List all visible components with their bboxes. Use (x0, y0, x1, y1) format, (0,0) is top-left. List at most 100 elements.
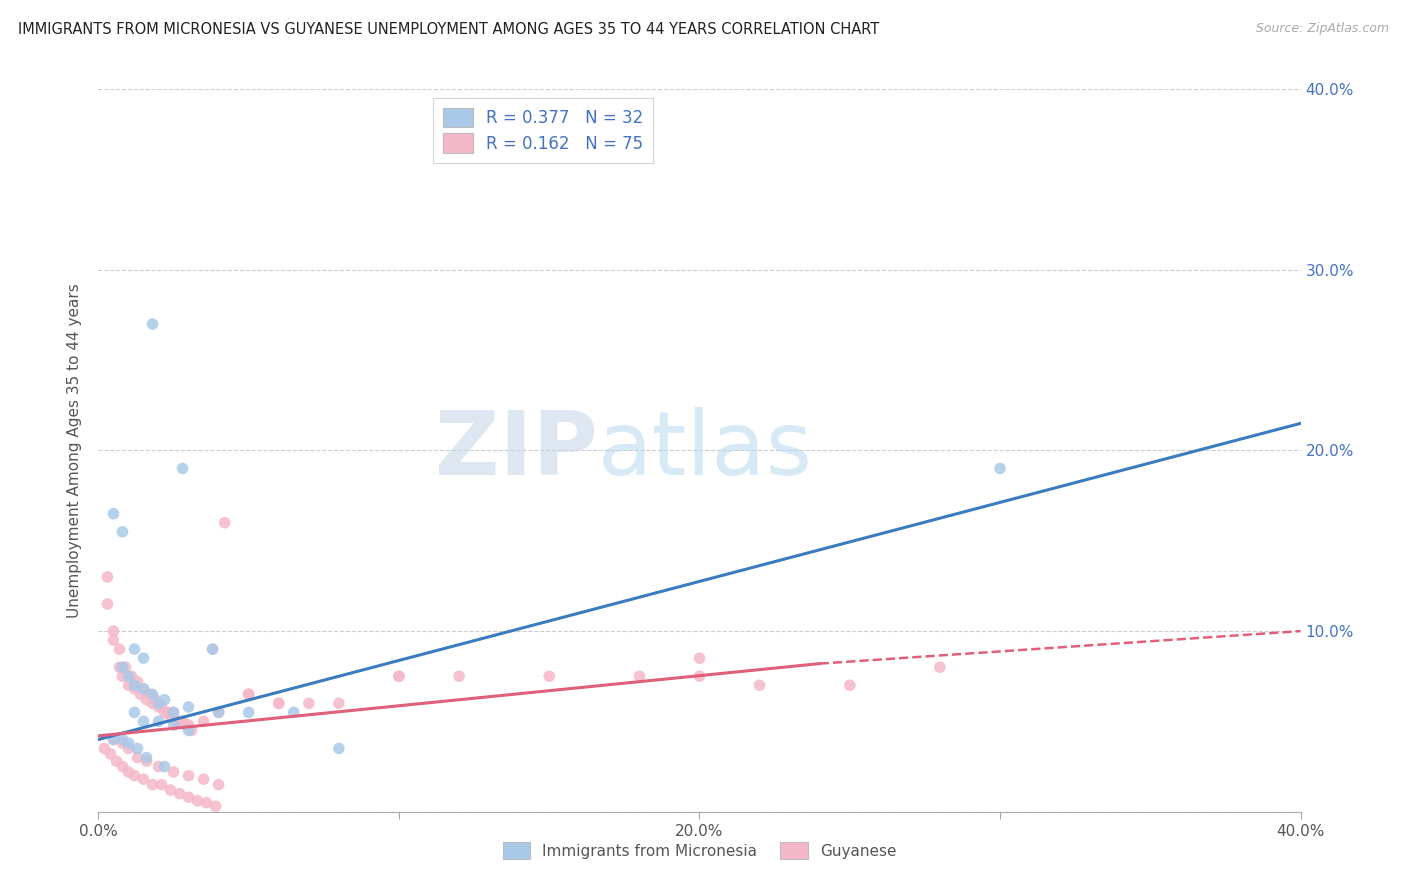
Point (150, 700, 173, 714)
Text: IMMIGRANTS FROM MICRONESIA VS GUYANESE UNEMPLOYMENT AMONG AGES 35 TO 44 YEARS CO: IMMIGRANTS FROM MICRONESIA VS GUYANESE U… (18, 22, 880, 37)
Point (208, 706, 231, 720)
Point (148, 696, 170, 710)
Point (238, 687, 260, 701)
Point (538, 669, 561, 683)
Point (111, 736, 134, 750)
Point (141, 778, 163, 792)
Point (103, 732, 125, 747)
Point (117, 741, 139, 756)
Point (238, 706, 260, 720)
Point (201, 642, 224, 657)
Point (132, 714, 155, 729)
Point (267, 696, 290, 710)
Point (117, 764, 139, 779)
Point (187, 794, 209, 808)
Point (117, 678, 139, 692)
Point (145, 692, 167, 706)
Point (96, 597, 118, 611)
Point (108, 660, 131, 674)
Point (148, 759, 170, 773)
Point (177, 768, 200, 783)
Point (103, 507, 125, 521)
Point (127, 741, 149, 756)
Point (93, 741, 115, 756)
Point (838, 678, 860, 692)
Point (177, 723, 200, 738)
Point (150, 778, 173, 792)
Point (114, 660, 136, 674)
Point (111, 669, 134, 683)
Point (204, 799, 226, 814)
Point (388, 669, 411, 683)
Point (180, 723, 202, 738)
Point (193, 714, 215, 729)
Point (127, 674, 149, 689)
Point (153, 706, 176, 720)
Point (135, 692, 157, 706)
Point (689, 651, 711, 665)
Point (328, 696, 350, 710)
Point (174, 718, 197, 732)
Point (169, 787, 191, 801)
Legend: Immigrants from Micronesia, Guyanese: Immigrants from Micronesia, Guyanese (496, 836, 903, 865)
Point (111, 759, 134, 773)
Point (162, 706, 184, 720)
Point (153, 692, 176, 706)
Point (127, 750, 149, 764)
Point (132, 681, 155, 696)
Text: atlas: atlas (598, 407, 813, 494)
Point (124, 642, 146, 657)
Point (148, 714, 170, 729)
Point (201, 642, 224, 657)
Point (156, 706, 179, 720)
Point (298, 696, 321, 710)
Point (208, 706, 231, 720)
Point (111, 732, 134, 747)
Point (162, 764, 184, 779)
Point (214, 516, 236, 530)
Point (929, 660, 952, 674)
Point (141, 696, 163, 710)
Point (193, 772, 215, 787)
Point (103, 624, 125, 639)
Point (124, 706, 146, 720)
Point (267, 696, 290, 710)
Point (108, 642, 131, 657)
Point (388, 669, 411, 683)
Point (141, 317, 163, 331)
Point (208, 778, 231, 792)
Point (132, 681, 155, 696)
Point (283, 706, 305, 720)
Point (159, 711, 181, 725)
Point (148, 700, 170, 714)
Point (988, 461, 1011, 475)
Point (132, 772, 155, 787)
Point (141, 687, 163, 701)
Point (124, 768, 146, 783)
Point (172, 714, 194, 729)
Text: ZIP: ZIP (434, 407, 598, 494)
Point (159, 783, 181, 797)
Point (195, 796, 218, 810)
Point (96, 570, 118, 584)
Point (132, 651, 155, 665)
Point (111, 660, 134, 674)
Point (169, 714, 191, 729)
Point (117, 669, 139, 683)
Point (689, 669, 711, 683)
Point (100, 747, 122, 761)
Point (135, 750, 157, 764)
Point (162, 718, 184, 732)
Point (748, 678, 770, 692)
Point (447, 669, 470, 683)
Point (177, 718, 200, 732)
Point (103, 732, 125, 747)
Point (153, 759, 176, 773)
Point (177, 790, 200, 805)
Point (172, 461, 194, 475)
Text: Source: ZipAtlas.com: Source: ZipAtlas.com (1256, 22, 1389, 36)
Point (166, 714, 188, 729)
Point (135, 754, 157, 768)
Point (238, 687, 260, 701)
Y-axis label: Unemployment Among Ages 35 to 44 years: Unemployment Among Ages 35 to 44 years (67, 283, 83, 618)
